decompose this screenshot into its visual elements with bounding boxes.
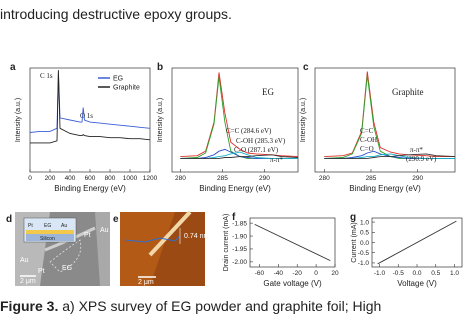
x-tick-label: -40	[274, 270, 284, 277]
x-tick-label: 1.0	[450, 270, 459, 277]
y-tick-label: 0.0	[360, 240, 369, 247]
inset-label: Au	[61, 223, 67, 229]
x-tick-label: 290	[412, 175, 423, 182]
y-axis-label: Intensity (a.u.)	[15, 98, 22, 142]
x-tick-label: 0.5	[431, 270, 440, 277]
annotation: C=C	[360, 127, 374, 135]
x-tick-label: 800	[105, 175, 116, 182]
x-tick-label: -0.5	[393, 270, 405, 277]
annotation: C=O	[360, 145, 374, 153]
panel-label: a	[10, 62, 16, 73]
inset-label: EG	[44, 223, 51, 229]
y-tick-label: -1.90	[232, 233, 247, 240]
x-tick-label: 285	[217, 175, 228, 182]
x-tick-label: -20	[293, 270, 303, 277]
series-line	[30, 70, 151, 144]
x-axis-label: Binding Energy (eV)	[199, 184, 271, 193]
series-line	[324, 153, 456, 159]
x-tick-label: 280	[175, 175, 186, 182]
image-label: Pt	[38, 268, 45, 275]
x-tick-label: 0	[314, 270, 318, 277]
plot-frame	[249, 217, 336, 268]
inset-label: Pt	[28, 223, 33, 229]
y-tick-label: 0.5	[360, 230, 369, 237]
series-line	[324, 75, 455, 159]
annotation: (290.9 eV)	[406, 155, 437, 163]
annotation: π-π*	[410, 146, 423, 154]
series-line	[254, 223, 331, 262]
annotation: C-OH (285.3 eV)	[236, 137, 286, 145]
y-axis-label: Drain current (mA)	[223, 214, 230, 272]
scale-bar-label: 2 μm	[138, 279, 154, 286]
caption: Figure 3. a) XPS survey of EG powder and…	[0, 298, 381, 314]
x-tick-label: -1.0	[374, 270, 386, 277]
caption-text: a) XPS survey of EG powder and graphite …	[58, 298, 381, 314]
y-tick-label: 1.0	[360, 219, 369, 226]
annotation: Graphite	[392, 87, 424, 97]
x-tick-label: 200	[45, 175, 56, 182]
plot-frame	[314, 67, 456, 173]
caption-label: Figure 3.	[0, 298, 58, 314]
x-tick-label: 0	[28, 175, 32, 182]
y-tick-label: -1.0	[358, 260, 370, 267]
x-axis-label: Binding Energy (eV)	[54, 184, 126, 193]
y-tick-label: -1.85	[232, 220, 247, 227]
annotation: EG	[262, 87, 274, 97]
annotation: C 1s	[40, 72, 53, 80]
image-label: EG	[62, 265, 72, 272]
x-axis-label: Voltage (V)	[397, 279, 437, 288]
x-tick-label: -60	[255, 270, 265, 277]
y-axis-label: Intensity (a.u.)	[300, 98, 307, 142]
panel-label: b	[157, 62, 163, 73]
series-line	[377, 220, 457, 265]
annotation: C-O (287.1 eV)	[234, 146, 279, 154]
y-tick-label: -1.95	[232, 246, 247, 253]
series-line	[180, 154, 299, 159]
x-tick-label: 1200	[143, 175, 158, 182]
y-tick-label: -0.5	[358, 250, 370, 257]
image-label: Au	[100, 227, 109, 234]
image-label: 0.74 nm	[184, 233, 209, 240]
inset-label: Silicon	[40, 236, 55, 242]
series-line	[324, 71, 455, 158]
x-tick-label: 285	[366, 175, 377, 182]
plot-frame	[171, 67, 299, 173]
x-tick-label: 290	[259, 175, 270, 182]
y-axis-label: Intensity (a.u.)	[157, 98, 164, 142]
x-axis-label: Gate voltage (V)	[263, 279, 322, 288]
legend-label: EG	[113, 76, 123, 83]
series-line	[29, 73, 151, 133]
afm-image	[120, 210, 205, 286]
annotation: π-π*	[270, 156, 283, 164]
sem-image	[15, 212, 110, 286]
image-label: Pt	[84, 232, 91, 239]
x-tick-label: 20	[331, 270, 339, 277]
annotation: O 1s	[80, 112, 93, 120]
x-tick-label: 0.0	[412, 270, 421, 277]
x-tick-label: 400	[65, 175, 76, 182]
x-tick-label: 600	[85, 175, 96, 182]
x-tick-label: 1000	[123, 175, 138, 182]
scale-bar-label: 2 μm	[20, 278, 36, 285]
annotation: C-OH	[360, 136, 377, 144]
panel-label: d	[6, 214, 12, 225]
y-tick-label: -2.00	[232, 259, 247, 266]
x-axis-label: Binding Energy (eV)	[349, 184, 421, 193]
legend-label: Graphite	[113, 85, 140, 92]
body-text: introducing destructive epoxy groups.	[0, 6, 232, 22]
image-label: Au	[20, 257, 29, 264]
panel-label: f	[232, 212, 236, 223]
panel-label: g	[350, 212, 356, 223]
y-axis-label: Current (mA)	[351, 222, 358, 262]
x-tick-label: 280	[319, 175, 330, 182]
panel-label: c	[303, 62, 309, 73]
panel-label: e	[113, 214, 119, 225]
annotation: C=C (284.6 eV)	[226, 127, 272, 135]
